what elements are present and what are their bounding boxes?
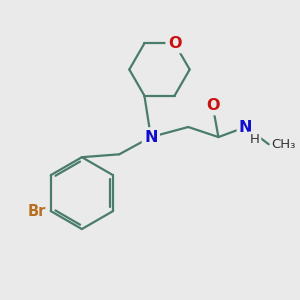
Text: N: N [239,119,253,134]
Text: O: O [206,98,219,113]
Text: H: H [249,134,259,146]
Text: N: N [144,130,158,145]
Text: Br: Br [28,204,46,219]
Text: CH₃: CH₃ [272,138,296,151]
Text: O: O [168,36,181,51]
